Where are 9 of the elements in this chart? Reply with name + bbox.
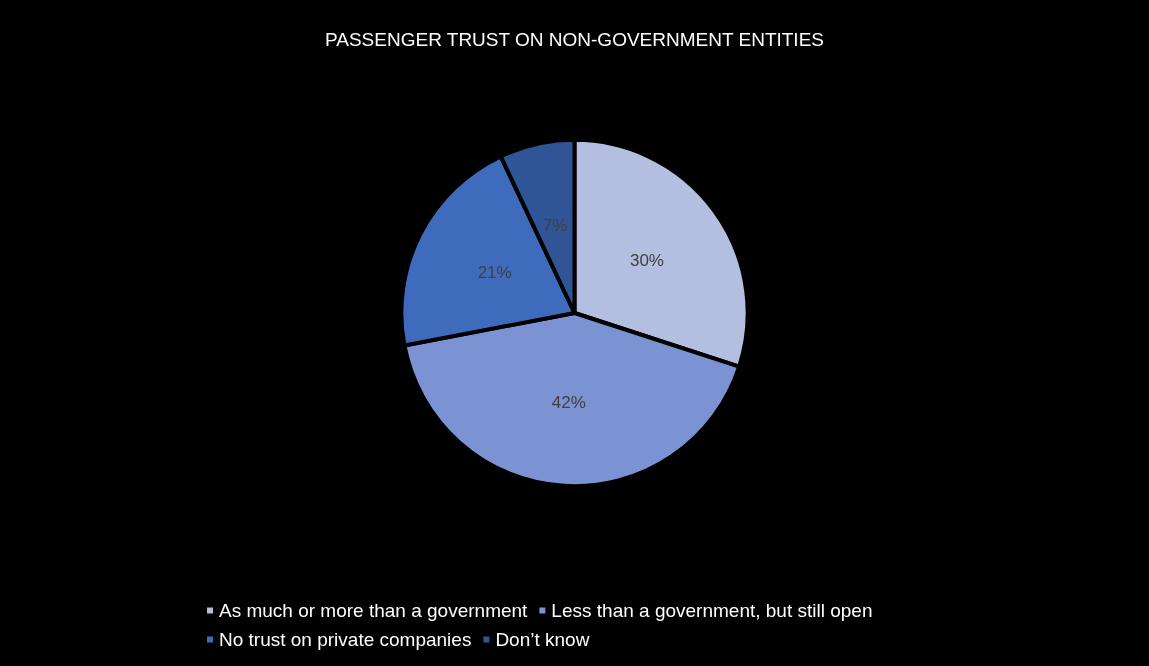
legend-label: Don’t know [495, 629, 590, 650]
legend-label: No trust on private companies [219, 629, 472, 650]
chart-title: PASSENGER TRUST ON NON-GOVERNMENT ENTITIES [325, 29, 824, 50]
data-label: 21% [477, 262, 512, 282]
data-label: 7% [542, 216, 568, 236]
legend-label: Less than a government, but still open [551, 600, 873, 621]
data-label: 30% [629, 250, 664, 270]
legend-label: As much or more than a government [219, 600, 529, 621]
data-label: 42% [551, 392, 586, 412]
